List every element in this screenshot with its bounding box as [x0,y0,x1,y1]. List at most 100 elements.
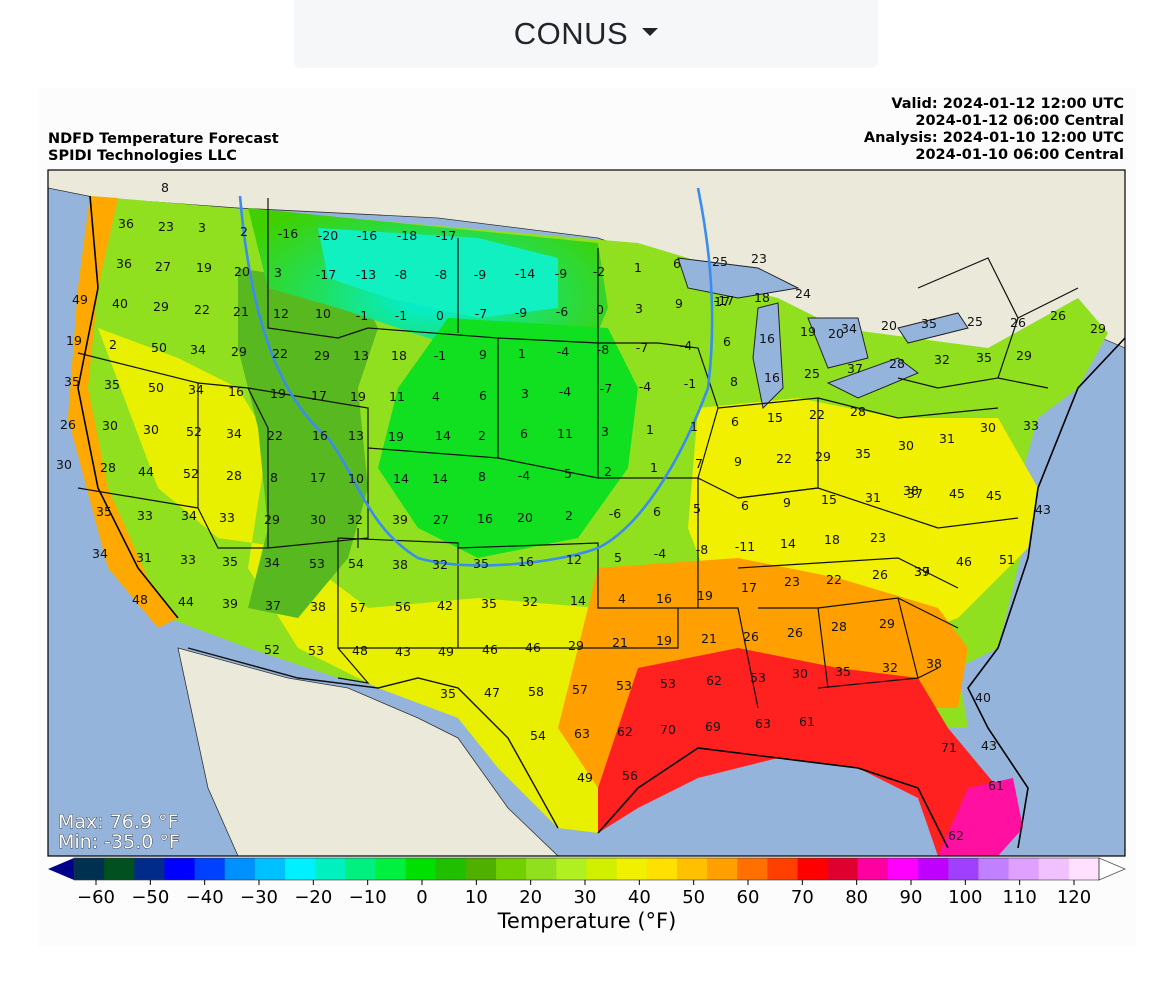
colorbar-max-arrow [1098,857,1127,881]
colorbar-swatch [496,858,527,880]
temperature-label: 44 [138,464,154,479]
temperature-label: 46 [956,554,972,569]
temperature-label: 29 [1090,321,1106,336]
temperature-label: 31 [939,431,955,446]
temperature-label: -16 [357,228,377,243]
temperature-label: 19 [697,588,713,603]
temperature-label: -8 [435,267,448,282]
colorbar-swatch [405,858,437,880]
temperature-label: 38 [926,656,942,671]
colorbar-tick-label: −20 [294,887,332,908]
temperature-label: 22 [267,428,283,443]
temperature-label: 19 [350,389,366,404]
temperature-label: 54 [530,728,546,743]
temperature-label: 35 [473,556,489,571]
temperature-label: 53 [660,676,676,691]
temperature-label: 35 [440,686,456,701]
temperature-label: 29 [815,449,831,464]
temperature-label: 38 [392,557,408,572]
temperature-label: 16 [312,428,328,443]
colorbar-swatch [707,858,738,880]
temperature-label: 1 [690,419,698,434]
temperature-label: 15 [767,410,783,425]
temperature-label: 63 [574,726,590,741]
temperature-label: -7 [636,340,648,355]
temperature-label: -16 [278,226,298,241]
temperature-label: 62 [706,673,722,688]
temperature-label: 52 [183,466,199,481]
temperature-label: 15 [821,492,837,507]
temperature-label: 37 [265,598,281,613]
temperature-label: 29 [568,638,584,653]
temperature-label: 53 [309,556,325,571]
temperature-label: 20 [828,326,844,341]
temperature-label: 8 [270,470,278,485]
temperature-label: -4 [680,338,693,353]
temperature-label: 35 [222,554,238,569]
colorbar-tick-label: 40 [628,887,651,908]
temperature-label: 1 [634,260,642,275]
temperature-label: 19 [656,633,672,648]
temperature-label: 9 [675,296,683,311]
temperature-label: 5 [564,466,572,481]
temperature-label: 30 [310,512,326,527]
temperature-label: 1 [650,460,658,475]
temperature-label: 3 [601,424,609,439]
temperature-label: 17 [741,580,757,595]
colorbar-swatch [948,858,979,880]
lake-superior [677,257,800,299]
temperature-label: 32 [882,660,898,675]
temperature-label: 6 [673,256,681,271]
temperature-label: 20 [517,510,533,525]
temperature-label: 22 [809,407,825,422]
temperature-label: 37 [914,564,930,579]
temperature-label: -6 [556,304,569,319]
temperature-label: 36 [116,256,132,271]
temperature-label: 5 [614,550,622,565]
temperature-label: 14 [570,593,586,608]
colorbar-tick-label: −50 [131,887,169,908]
temperature-label: 26 [743,629,759,644]
temperature-label: 25 [967,314,983,329]
colorbar [48,857,1127,881]
temperature-label: -6 [609,506,622,521]
colorbar-swatch [827,858,859,880]
temperature-label: 61 [988,778,1004,793]
temperature-label: 52 [186,424,202,439]
colorbar-tick-label: −10 [349,887,387,908]
freezing-isotherm-line [238,187,714,567]
temperature-label: 1 [518,346,526,361]
temperature-label: 4 [432,389,440,404]
temperature-label: 35 [835,664,851,679]
temperature-label: 26 [60,417,76,432]
temperature-label: -4 [518,468,531,483]
colorbar-swatch [767,858,799,880]
min-temp-text: Min: -35.0 °F [58,831,180,853]
temperature-label: 35 [976,350,992,365]
temperature-label: 22 [272,346,288,361]
temperature-label: 23 [751,251,767,266]
temperature-label: 32 [347,512,363,527]
temperature-label: 63 [755,716,771,731]
region-selector[interactable]: CONUS [294,0,878,68]
temperature-label: 17 [311,388,327,403]
colorbar-swatch [616,858,648,880]
temperature-label: 5 [693,501,701,516]
temperature-label: 35 [481,596,497,611]
temperature-label: 30 [56,457,72,472]
temperature-label: 35 [104,377,120,392]
caret-down-icon [642,28,659,36]
temperature-label: 51 [999,552,1015,567]
temperature-label: -1 [434,348,446,363]
temperature-label: 23 [870,530,886,545]
temperature-label: 2 [478,428,486,443]
colorbar-swatch [526,858,557,880]
temperature-label: -4 [557,344,570,359]
temperature-label: 56 [622,768,638,783]
region-selector-label: CONUS [513,16,629,51]
temperature-label: 53 [616,678,632,693]
temperature-label: 12 [273,306,289,321]
temperature-label: 6 [741,498,749,513]
temperature-label: 31 [865,490,881,505]
temperature-label: 16 [656,591,672,606]
